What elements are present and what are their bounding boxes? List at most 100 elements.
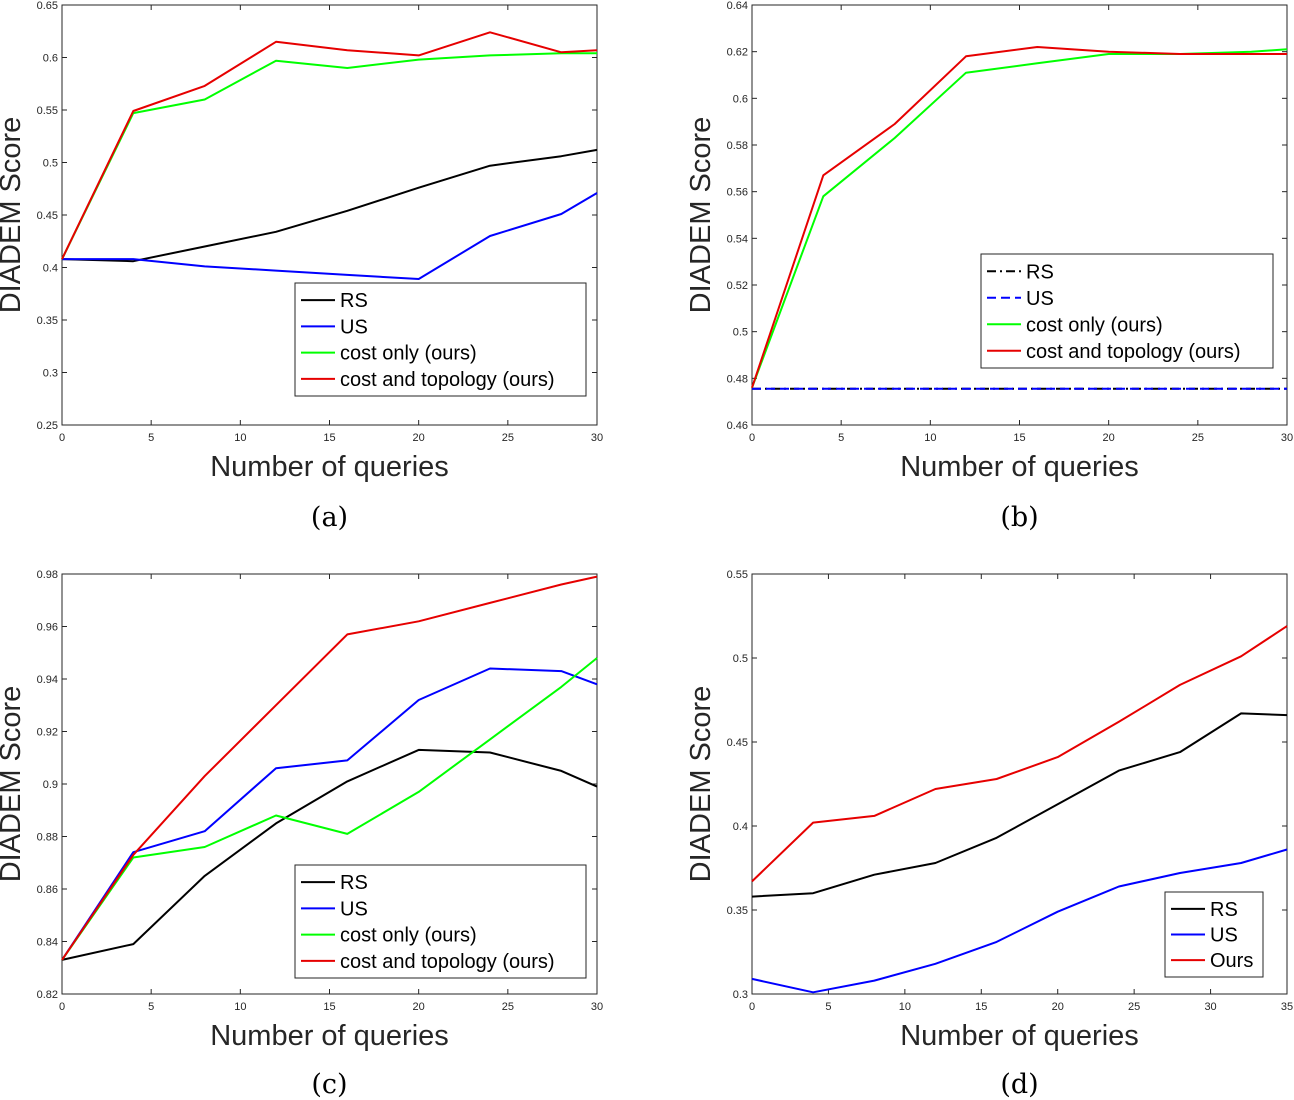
y-tick-label: 0.6: [733, 93, 748, 105]
x-tick-label: 5: [148, 1001, 154, 1013]
x-tick-label: 0: [59, 432, 65, 444]
y-tick-label: 0.64: [727, 0, 748, 12]
series-line-cost-only-ours-: [61, 657, 598, 961]
panel-c: 0 5 10 15 20 25 30 0.82 0.84 0.86 0.88 0.9 0.92 0.94 0…: [0, 569, 603, 1100]
y-tick-label: 0.65: [37, 0, 58, 12]
x-tick-label: 25: [502, 432, 514, 444]
legend: RS US cost only (ours) cost and topology (o…: [294, 282, 587, 397]
y-tick-label: 0.46: [727, 420, 748, 432]
legend-label: cost and topology (ours): [340, 951, 555, 973]
y-tick-label: 0.54: [727, 233, 748, 245]
x-tick-label: 25: [1192, 432, 1204, 444]
y-tick-label: 0.56: [727, 187, 748, 199]
legend-label: cost only (ours): [340, 925, 477, 947]
x-tick-label: 35: [1281, 1001, 1293, 1013]
x-tick-label: 0: [59, 1001, 65, 1013]
y-tick-label: 0.82: [37, 989, 58, 1001]
series-line-rs: [61, 748, 598, 961]
y-tick-label: 0.55: [37, 105, 58, 117]
legend-label: cost and topology (ours): [340, 369, 555, 391]
x-tick-label: 20: [1103, 432, 1115, 444]
y-tick-label: 0.98: [37, 569, 58, 581]
y-tick-label: 0.45: [727, 737, 748, 749]
series-line-us: [61, 667, 598, 961]
y-axis-label: DIADEM Score: [0, 686, 27, 883]
y-tick-label: 0.5: [733, 327, 748, 339]
panel-b: 0 5 10 15 20 25 30 0.46 0.48 0.5 0.52 0.54 0.56 0.58 0…: [685, 0, 1293, 533]
x-tick-label: 15: [975, 1001, 987, 1013]
y-tick-label: 0.4: [43, 263, 58, 275]
x-tick-label: 20: [413, 1001, 425, 1013]
y-tick-label: 0.9: [43, 779, 58, 791]
legend-label: US: [1210, 925, 1238, 947]
x-tick-label: 25: [1128, 1001, 1140, 1013]
y-tick-label: 0.96: [37, 622, 58, 634]
y-tick-label: 0.6: [43, 53, 58, 65]
x-tick-label: 20: [1052, 1001, 1064, 1013]
series-line-cost-only-ours-: [751, 48, 1288, 389]
y-tick-label: 0.92: [37, 727, 58, 739]
legend-label: RS: [1210, 899, 1238, 921]
y-tick-label: 0.86: [37, 884, 58, 896]
x-axis-label: Number of queries: [900, 1020, 1139, 1052]
legend-label: US: [1026, 288, 1054, 310]
y-tick-label: 0.4: [733, 821, 748, 833]
legend-label: cost only (ours): [1026, 314, 1163, 336]
x-tick-label: 5: [148, 432, 154, 444]
x-tick-label: 0: [749, 1001, 755, 1013]
y-tick-label: 0.35: [727, 905, 748, 917]
x-tick-label: 25: [502, 1001, 514, 1013]
x-tick-label: 30: [591, 1001, 603, 1013]
y-tick-label: 0.45: [37, 210, 58, 222]
legend-label: cost only (ours): [340, 343, 477, 365]
x-tick-label: 10: [234, 432, 246, 444]
x-tick-label: 5: [838, 432, 844, 444]
legend: RS US Ours: [1164, 891, 1264, 978]
y-tick-label: 0.88: [37, 832, 58, 844]
series-line-rs: [61, 148, 598, 263]
y-axis-label: DIADEM Score: [685, 686, 717, 883]
x-tick-label: 15: [323, 1001, 335, 1013]
y-tick-label: 0.5: [733, 653, 748, 665]
panel-a: 0 5 10 15 20 25 30 0.25 0.3 0.35 0.4 0.45 0.5 0.55 0.6…: [0, 0, 603, 533]
legend-label: Ours: [1210, 950, 1253, 972]
legend-box: [980, 253, 1274, 369]
panel-caption: (a): [311, 502, 348, 533]
series-line-cost-only-ours-: [61, 52, 597, 260]
x-axis-label: Number of queries: [210, 1020, 449, 1052]
series-line-cost-and-topology-ours-: [61, 575, 598, 961]
legend-box: [294, 864, 587, 979]
x-axis-label: Number of queries: [900, 451, 1139, 483]
x-tick-label: 10: [234, 1001, 246, 1013]
y-tick-label: 0.3: [43, 368, 58, 380]
x-tick-label: 30: [591, 432, 603, 444]
panel-caption: (b): [1000, 502, 1038, 533]
x-tick-label: 15: [1013, 432, 1025, 444]
legend-box: [294, 282, 587, 397]
legend-label: cost and topology (ours): [1026, 341, 1241, 363]
legend-label: RS: [340, 872, 368, 894]
series-line-rs: [751, 712, 1288, 898]
legend-label: US: [340, 898, 368, 920]
panel-caption: (d): [1000, 1069, 1038, 1100]
legend-label: RS: [1026, 261, 1054, 283]
x-tick-label: 20: [413, 432, 425, 444]
y-tick-label: 0.94: [37, 674, 58, 686]
x-tick-label: 30: [1204, 1001, 1216, 1013]
x-tick-label: 10: [924, 432, 936, 444]
series-line-ours: [751, 625, 1288, 883]
panel-caption: (c): [311, 1069, 347, 1100]
series-line-us: [62, 192, 598, 280]
y-tick-label: 0.35: [37, 315, 58, 327]
x-tick-label: 15: [323, 432, 335, 444]
y-tick-label: 0.3: [733, 989, 748, 1001]
y-tick-label: 0.55: [727, 569, 748, 581]
panel-d: 0 5 10 15 20 25 30 35 0.3 0.35 0.4 0.45 0.5 0.55 Numbe…: [685, 569, 1293, 1100]
y-axis-label: DIADEM Score: [0, 117, 27, 314]
legend-box: [1164, 891, 1264, 978]
legend: RS US cost only (ours) cost and topology (o…: [294, 864, 587, 979]
legend-label: US: [340, 316, 368, 338]
y-tick-label: 0.84: [37, 937, 58, 949]
y-axis-label: DIADEM Score: [685, 117, 717, 314]
